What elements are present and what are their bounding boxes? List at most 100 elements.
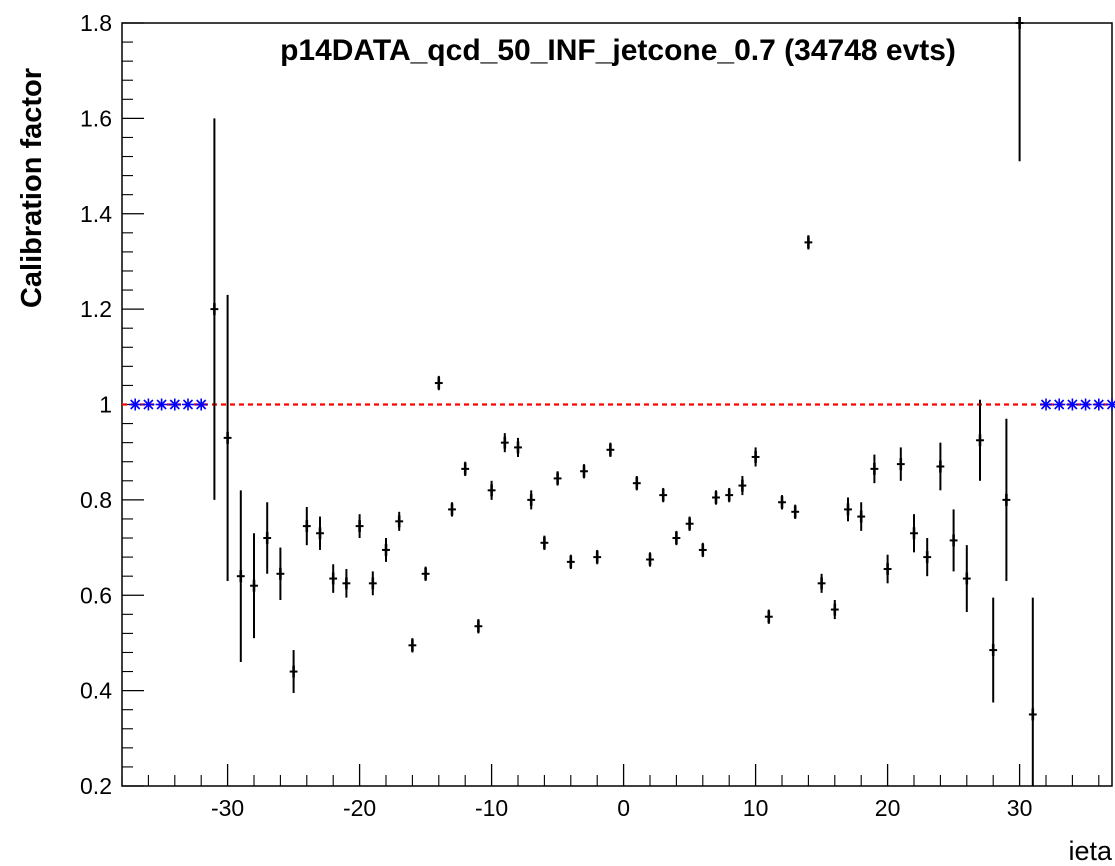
data-point xyxy=(566,554,575,570)
default-marker xyxy=(142,398,155,411)
data-point xyxy=(870,454,879,484)
data-point xyxy=(751,447,760,467)
data-point xyxy=(302,507,311,546)
data-point xyxy=(606,442,615,457)
data-point xyxy=(263,502,272,574)
data-point xyxy=(883,554,892,584)
data-point xyxy=(580,464,588,479)
data-point xyxy=(527,490,536,510)
y-tick-label: 0.2 xyxy=(80,773,112,799)
data-point xyxy=(949,509,958,572)
data-point xyxy=(540,535,549,550)
data-point xyxy=(553,471,562,486)
y-tick-label: 0.4 xyxy=(80,678,112,704)
x-tick-label: 30 xyxy=(1007,795,1033,821)
default-marker xyxy=(1092,398,1105,411)
data-point xyxy=(316,516,324,550)
data-point xyxy=(632,476,641,491)
data-point xyxy=(962,545,971,612)
star-stroke xyxy=(182,399,194,410)
data-point xyxy=(923,538,932,577)
data-point xyxy=(382,538,390,562)
data-point xyxy=(514,437,522,457)
y-axis-title: Calibration factor xyxy=(16,68,48,308)
x-tick-label: 0 xyxy=(617,795,630,821)
data-point xyxy=(395,511,404,531)
x-tick-label: -20 xyxy=(343,795,376,821)
x-axis-title: ieta xyxy=(1068,836,1113,866)
tick-labels: 0.2 0.4 0.6 0.8 1 1.2 1.4 1.6 1.8 -30 -20 -10 0 10 20 3… xyxy=(80,10,1032,821)
star-stroke xyxy=(1040,399,1052,410)
data-point xyxy=(1028,597,1037,786)
y-tick-label: 1.8 xyxy=(80,10,112,36)
data-point xyxy=(593,549,602,565)
data-point xyxy=(976,399,984,481)
data-point xyxy=(276,547,285,601)
data-point xyxy=(342,569,351,598)
default-marker xyxy=(155,398,168,411)
star-stroke xyxy=(169,399,180,410)
data-point xyxy=(698,542,707,558)
data-point xyxy=(223,294,232,581)
default-marker xyxy=(195,398,208,411)
star-stroke xyxy=(143,399,154,410)
data-point xyxy=(896,447,905,481)
data-point xyxy=(474,619,483,634)
data-point xyxy=(910,514,918,553)
default-marker xyxy=(1066,398,1079,411)
y-tick-label: 1.6 xyxy=(80,105,112,131)
data-point xyxy=(672,530,681,546)
x-tick-label: -10 xyxy=(475,795,508,821)
star-stroke xyxy=(1106,400,1115,410)
data-point xyxy=(329,564,338,593)
star-stroke xyxy=(130,399,141,410)
axis-ticks xyxy=(121,22,1100,787)
star-stroke xyxy=(1093,399,1104,410)
data-point xyxy=(408,638,417,653)
star-stroke xyxy=(156,399,167,410)
data-point xyxy=(764,609,773,624)
data-point xyxy=(289,650,298,694)
data-point xyxy=(830,600,839,620)
chart-title: p14DATA_qcd_50_INF_jetcone_0.7 (34748 ev… xyxy=(280,34,956,67)
data-point xyxy=(804,235,813,250)
data-point xyxy=(659,487,668,503)
y-tick-label: 1.4 xyxy=(80,201,112,227)
data-points xyxy=(210,17,1037,786)
data-point xyxy=(368,571,377,596)
data-point xyxy=(712,490,720,505)
y-tick-label: 0.8 xyxy=(80,487,112,513)
default-marker xyxy=(1079,398,1092,411)
data-point xyxy=(1002,418,1011,581)
data-point xyxy=(236,490,245,663)
data-point xyxy=(778,495,786,510)
data-point xyxy=(461,461,470,477)
default-marker xyxy=(1040,398,1052,411)
data-point xyxy=(646,552,654,567)
star-stroke xyxy=(1080,399,1091,410)
star-stroke xyxy=(1067,399,1078,410)
x-tick-label: -30 xyxy=(211,795,244,821)
data-point xyxy=(434,375,443,391)
data-point xyxy=(250,533,258,639)
y-tick-label: 1 xyxy=(99,392,112,418)
default-markers xyxy=(129,398,1115,411)
data-point xyxy=(791,504,800,519)
data-point xyxy=(738,476,747,496)
data-point xyxy=(500,433,509,453)
x-tick-label: 10 xyxy=(743,795,769,821)
data-point xyxy=(448,502,456,517)
data-point xyxy=(817,573,826,593)
data-point xyxy=(989,597,998,703)
data-point xyxy=(487,480,496,500)
data-point xyxy=(1015,17,1024,162)
data-point xyxy=(725,487,734,503)
data-point xyxy=(685,516,694,531)
star-stroke xyxy=(1054,399,1065,410)
data-point xyxy=(210,118,219,500)
x-tick-label: 20 xyxy=(875,795,901,821)
data-point xyxy=(857,502,866,531)
data-point xyxy=(355,514,364,539)
